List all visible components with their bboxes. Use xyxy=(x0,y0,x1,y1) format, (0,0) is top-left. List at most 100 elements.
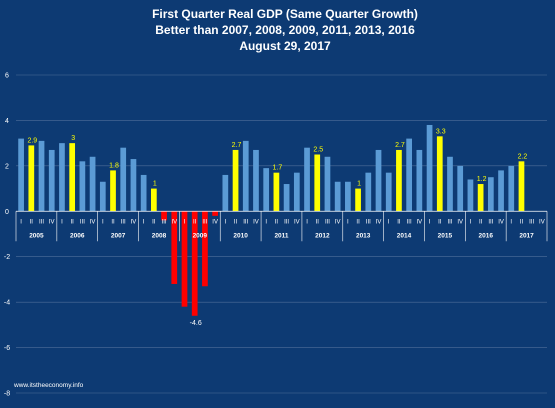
year-tick-label: 2014 xyxy=(397,232,412,239)
bar-2016-q1 xyxy=(467,179,474,212)
data-label-2015: 3.3 xyxy=(436,128,446,135)
bar-2007-q1 xyxy=(99,181,106,212)
data-label-2005: 2.9 xyxy=(27,137,37,144)
data-label-2017: 2.2 xyxy=(518,153,528,160)
quarter-tick-label: II xyxy=(479,219,483,225)
year-tick-label: 2017 xyxy=(519,232,534,239)
quarter-tick-label: I xyxy=(225,219,227,225)
quarter-tick-label: I xyxy=(347,219,349,225)
bar-2006-q1 xyxy=(59,143,65,212)
quarter-tick-label: I xyxy=(61,219,63,225)
quarter-tick-label: II xyxy=(193,219,197,225)
year-tick-label: 2007 xyxy=(111,232,126,239)
y-tick-label: -6 xyxy=(4,345,10,352)
bar-2007-q2 xyxy=(110,170,116,212)
bar-2014-q2 xyxy=(396,149,402,212)
bar-2010-q1 xyxy=(222,174,229,212)
bar-2010-q2 xyxy=(232,149,239,212)
year-tick-label: 2008 xyxy=(152,232,167,239)
bar-2013-q2 xyxy=(355,188,361,212)
data-label-2009: -4.6 xyxy=(190,320,202,327)
quarter-tick-label: IV xyxy=(294,219,300,225)
quarter-tick-label: I xyxy=(102,219,104,225)
data-label-2012: 2.5 xyxy=(313,147,323,154)
quarter-tick-label: IV xyxy=(457,219,463,225)
quarter-tick-label: III xyxy=(243,219,248,225)
bar-2009-q3 xyxy=(202,211,208,287)
quarter-tick-label: IV xyxy=(131,219,137,225)
data-label-2014: 2.7 xyxy=(395,142,405,149)
bar-2008-q3 xyxy=(161,211,167,221)
year-tick-label: 2015 xyxy=(438,232,453,239)
data-label-2007: 1.8 xyxy=(109,162,119,169)
bar-2017-q2 xyxy=(518,161,525,212)
bar-2006-q3 xyxy=(79,161,86,212)
bar-2013-q4 xyxy=(375,149,382,212)
bars xyxy=(18,124,525,316)
data-label-2016: 1.2 xyxy=(477,176,487,183)
y-axis-ticks: -8 -6 -4 -2 0 2 4 6 xyxy=(4,73,10,398)
bar-2011-q2 xyxy=(273,172,280,212)
y-tick-label: 2 xyxy=(5,163,9,170)
bar-2006-q2 xyxy=(69,143,76,212)
quarter-tick-label: IV xyxy=(253,219,259,225)
quarter-tick-label: III xyxy=(488,219,493,225)
bar-2017-q1 xyxy=(508,165,515,212)
y-tick-label: -4 xyxy=(4,300,10,307)
quarter-tick-label: II xyxy=(152,219,156,225)
quarter-tick-label: I xyxy=(20,219,22,225)
quarter-tick-label: IV xyxy=(539,219,545,225)
year-tick-label: 2010 xyxy=(233,232,248,239)
bar-2007-q3 xyxy=(120,147,127,212)
y-tick-label: 6 xyxy=(5,73,9,80)
quarter-tick-label: IV xyxy=(90,219,96,225)
quarter-tick-label: III xyxy=(284,219,289,225)
bar-2008-q2 xyxy=(150,188,157,212)
bar-2009-q1 xyxy=(181,211,188,307)
bar-2005-q1 xyxy=(18,138,24,212)
year-tick-label: 2005 xyxy=(29,232,44,239)
bar-2008-q4 xyxy=(171,211,178,284)
chart-title-line: August 29, 2017 xyxy=(239,39,331,53)
bar-2015-q1 xyxy=(426,124,433,212)
y-tick-label: 0 xyxy=(5,209,9,216)
data-label-2010: 2.7 xyxy=(232,142,242,149)
quarter-tick-label: I xyxy=(306,219,308,225)
year-tick-label: 2012 xyxy=(315,232,330,239)
bar-2012-q4 xyxy=(334,181,341,212)
quarter-tick-label: I xyxy=(510,219,512,225)
bar-2005-q2 xyxy=(28,145,35,212)
quarter-tick-label: III xyxy=(162,219,167,225)
y-tick-label: 4 xyxy=(5,118,9,125)
quarter-tick-label: IV xyxy=(417,219,423,225)
bar-2010-q3 xyxy=(242,140,249,212)
quarter-tick-label: II xyxy=(356,219,360,225)
year-tick-label: 2009 xyxy=(193,232,208,239)
quarter-tick-label: III xyxy=(366,219,371,225)
bar-2013-q3 xyxy=(365,172,372,212)
quarter-tick-label: I xyxy=(143,219,145,225)
quarter-tick-label: II xyxy=(316,219,320,225)
bar-2009-q2 xyxy=(191,211,198,316)
bar-2005-q3 xyxy=(38,140,45,212)
quarter-tick-label: II xyxy=(397,219,401,225)
quarter-tick-label: II xyxy=(111,219,115,225)
chart-title-line: Better than 2007, 2008, 2009, 2011, 2013… xyxy=(155,23,415,37)
bar-2014-q4 xyxy=(416,149,423,212)
quarter-tick-label: III xyxy=(80,219,85,225)
bar-2014-q3 xyxy=(406,138,413,212)
bar-2012-q1 xyxy=(304,147,310,212)
watermark-text: www.itstheeconomy.info xyxy=(13,382,84,389)
quarter-tick-label: II xyxy=(70,219,74,225)
bar-2016-q2 xyxy=(477,184,484,212)
bar-2015-q4 xyxy=(457,165,464,212)
quarter-tick-label: IV xyxy=(49,219,55,225)
quarter-tick-label: I xyxy=(429,219,431,225)
quarter-tick-label: II xyxy=(520,219,524,225)
quarter-tick-label: III xyxy=(121,219,126,225)
chart-title-line: First Quarter Real GDP (Same Quarter Gro… xyxy=(152,7,418,21)
quarter-tick-label: I xyxy=(265,219,267,225)
quarter-tick-label: II xyxy=(234,219,238,225)
